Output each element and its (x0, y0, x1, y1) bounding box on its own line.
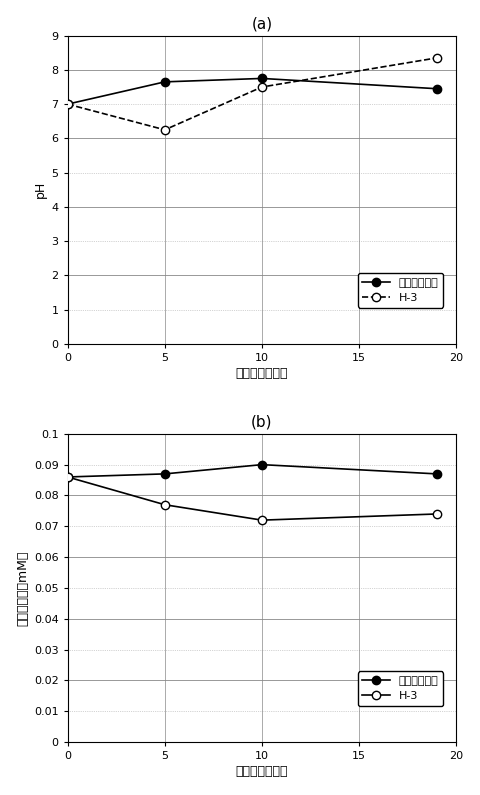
コントロール (162, 469, 168, 479)
コントロール (259, 460, 265, 469)
H-3 (259, 82, 265, 91)
Line: H-3: H-3 (63, 54, 441, 134)
Line: コントロール: コントロール (63, 460, 441, 481)
Line: コントロール: コントロール (63, 74, 441, 108)
X-axis label: 経過日数（日）: 経過日数（日） (236, 766, 288, 778)
Title: (b): (b) (251, 415, 273, 430)
コントロール (65, 472, 71, 482)
Legend: コントロール, H-3: コントロール, H-3 (358, 671, 443, 706)
H-3 (434, 53, 440, 63)
H-3 (434, 510, 440, 519)
Title: (a): (a) (252, 17, 273, 32)
H-3 (65, 99, 71, 109)
コントロール (162, 77, 168, 87)
Line: H-3: H-3 (63, 473, 441, 525)
Y-axis label: シアン濃度（mM）: シアン濃度（mM） (17, 550, 30, 626)
H-3 (162, 500, 168, 510)
H-3 (162, 125, 168, 134)
コントロール (259, 74, 265, 83)
コントロール (434, 469, 440, 479)
H-3 (65, 472, 71, 482)
X-axis label: 経過日数（日）: 経過日数（日） (236, 367, 288, 380)
H-3 (259, 515, 265, 525)
Legend: コントロール, H-3: コントロール, H-3 (358, 273, 443, 308)
コントロール (65, 99, 71, 109)
Y-axis label: pH: pH (34, 181, 48, 199)
コントロール (434, 84, 440, 94)
